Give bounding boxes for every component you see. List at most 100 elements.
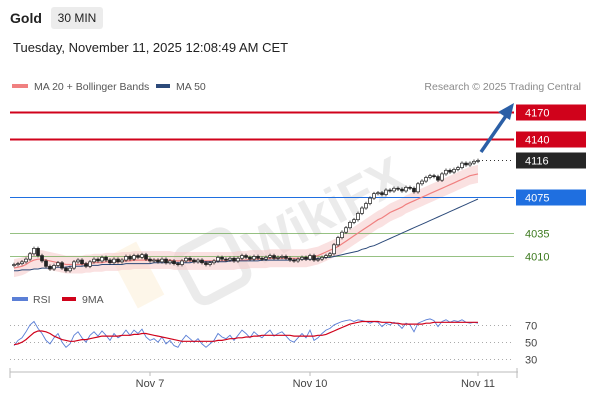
candle: [468, 161, 472, 167]
price-tag-label-4140: 4140: [525, 135, 549, 147]
candle: [452, 167, 456, 174]
candle: [472, 159, 476, 165]
candle: [316, 257, 320, 262]
candle: [176, 261, 180, 267]
rsi-line: [13, 318, 479, 348]
candle: [448, 168, 452, 174]
candle: [200, 258, 204, 265]
candle: [208, 260, 212, 267]
candle: [360, 206, 364, 216]
ma9-line: [13, 320, 478, 346]
candle: [440, 172, 444, 182]
timeframe-button[interactable]: 30 MIN: [51, 7, 103, 29]
ma50-legend-label: MA 50: [176, 81, 206, 93]
candle: [84, 261, 88, 269]
candle: [136, 253, 140, 260]
candle: [264, 255, 268, 261]
candle: [424, 175, 428, 183]
candle: [12, 262, 16, 268]
candle: [420, 179, 424, 186]
candle: [300, 255, 304, 261]
candle: [244, 253, 248, 260]
candle: [308, 253, 312, 261]
price-tag-label-4116: 4116: [525, 156, 549, 168]
price-tag-4170: [516, 104, 586, 121]
candle: [88, 260, 92, 269]
target-arrow: [479, 103, 514, 153]
ma9-legend-swatch: [62, 297, 76, 301]
header-bar: Gold 30 MIN: [0, 0, 590, 36]
candle: [188, 256, 192, 262]
price-tag-label-4010: 4010: [525, 252, 549, 264]
candle: [352, 217, 356, 225]
candle: [40, 253, 44, 263]
rsi-legend-label: RSI: [33, 294, 51, 306]
candle: [104, 255, 108, 262]
candle: [108, 258, 112, 265]
candle: [348, 220, 352, 230]
candle: [148, 257, 152, 263]
candle: [336, 235, 340, 247]
candle: [140, 252, 144, 260]
candle: [28, 251, 32, 261]
candle: [152, 258, 156, 263]
candle: [380, 190, 384, 197]
candle: [312, 253, 316, 262]
candle: [20, 260, 24, 266]
candle: [384, 188, 388, 197]
price-tag-4075: [516, 189, 586, 206]
candle: [372, 191, 376, 200]
candle: [144, 252, 148, 261]
candle: [132, 253, 136, 261]
candle: [368, 196, 372, 206]
candle: [48, 264, 52, 271]
candle: [324, 253, 328, 260]
candle: [400, 187, 404, 193]
price-tag-4140: [516, 131, 586, 148]
candle: [396, 186, 400, 191]
candle: [240, 253, 244, 261]
candle: [332, 243, 336, 256]
candle: [408, 185, 412, 191]
candle: [216, 255, 220, 263]
candle: [304, 255, 308, 261]
candle: [116, 257, 120, 264]
candle: [292, 258, 296, 263]
candle: [56, 260, 60, 268]
candle: [76, 258, 80, 264]
ma9-legend-label: 9MA: [82, 294, 104, 306]
ma20-legend-label: MA 20 + Bollinger Bands: [34, 81, 149, 93]
candle: [272, 253, 276, 261]
candle: [96, 257, 100, 263]
candle: [192, 258, 196, 264]
x-tick-label: Nov 7: [136, 378, 165, 390]
candle: [364, 201, 368, 210]
candle: [128, 254, 132, 261]
candle: [456, 165, 460, 172]
research-credit: Research © 2025 Trading Central: [424, 81, 581, 93]
candle: [80, 258, 84, 266]
candle: [32, 246, 36, 256]
candle: [260, 256, 264, 261]
candle: [280, 254, 284, 260]
timestamp: Tuesday, November 11, 2025 12:08:49 AM C…: [13, 40, 289, 55]
candle: [92, 257, 96, 264]
candle: [172, 259, 176, 266]
candle: [404, 185, 408, 193]
price-tag-label-4075: 4075: [525, 193, 549, 205]
candle: [256, 254, 260, 261]
rsi-legend-swatch: [12, 297, 28, 301]
candle: [156, 258, 160, 264]
candle: [460, 161, 464, 170]
candle: [252, 254, 256, 261]
candle: [276, 255, 280, 261]
candle: [248, 255, 252, 261]
candle: [204, 260, 208, 267]
candle: [236, 256, 240, 263]
candle: [196, 258, 200, 264]
candle: [72, 260, 76, 270]
candle: [164, 257, 168, 265]
candle: [432, 173, 436, 179]
x-tick-label: Nov 11: [461, 378, 495, 390]
candle: [120, 258, 124, 264]
